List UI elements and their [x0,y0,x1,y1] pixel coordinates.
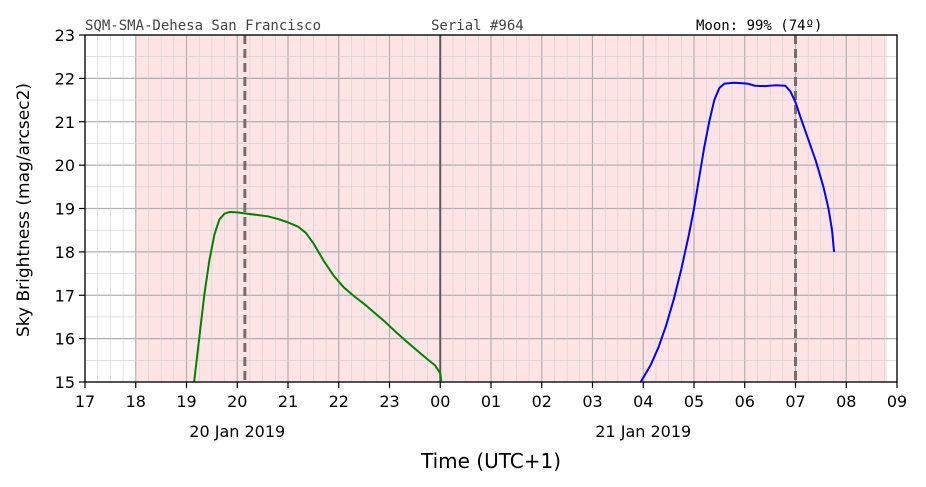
x-tick-label: 03 [582,392,602,411]
date-label: 20 Jan 2019 [189,422,285,441]
y-tick-label: 18 [55,243,75,262]
x-tick-label: 09 [887,392,907,411]
x-tick-label: 17 [75,392,95,411]
y-tick-label: 21 [55,113,75,132]
x-tick-label: 20 [227,392,247,411]
x-tick-label: 01 [481,392,501,411]
x-tick-label: 08 [836,392,856,411]
x-tick-label: 21 [278,392,298,411]
y-tick-label: 23 [55,26,75,45]
x-tick-label: 18 [126,392,146,411]
x-tick-label: 07 [785,392,805,411]
y-tick-label: 15 [55,373,75,392]
series-line-1 [193,210,443,383]
serial-number: Serial #964 [431,18,524,34]
x-axis-label: Time (UTC+1) [420,449,561,473]
x-tick-label: 02 [532,392,552,411]
y-tick-label: 17 [55,286,75,305]
moon-info: Moon: 99% (74º) [696,18,822,34]
x-tick-label: 04 [633,392,653,411]
y-tick-label: 19 [55,200,75,219]
x-tick-label: 05 [684,392,704,411]
date-label: 21 Jan 2019 [595,422,691,441]
series-line-2 [639,81,836,383]
site-name: SQM-SMA-Dehesa San Francisco [85,18,321,34]
x-tick-label: 23 [379,392,399,411]
y-axis-label: Sky Brightness (mag/arcsec2) [14,83,34,337]
y-tick-label: 20 [55,156,75,175]
x-tick-label: 19 [176,392,196,411]
y-tick-label: 16 [55,330,75,349]
x-tick-label: 22 [329,392,349,411]
x-tick-label: 00 [430,392,450,411]
y-tick-label: 22 [55,69,75,88]
x-tick-label: 06 [735,392,755,411]
